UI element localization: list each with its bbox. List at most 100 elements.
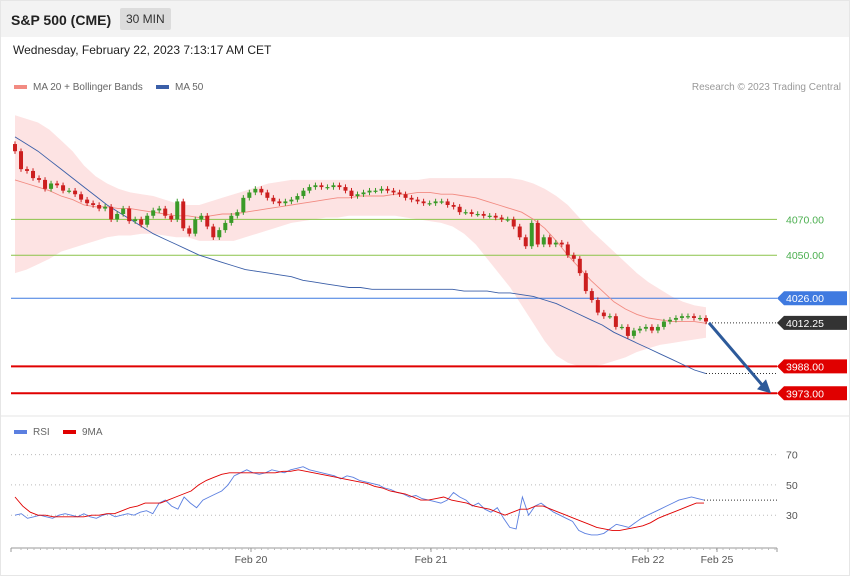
- candle: [217, 230, 222, 238]
- candle: [511, 219, 516, 227]
- candle: [157, 208, 162, 211]
- price-panel: 4070.00 4050.00 4026.00 4012.25 3988.00 3973.…: [11, 115, 847, 401]
- candle: [187, 228, 192, 234]
- x-tick-label-Feb-20: Feb 20: [235, 554, 268, 566]
- candle: [469, 212, 474, 214]
- candle: [31, 170, 36, 179]
- level-label-3988.00: 3988.00: [786, 361, 824, 373]
- candle: [427, 203, 432, 205]
- candle: [211, 226, 216, 238]
- candle: [235, 212, 240, 216]
- candle: [163, 208, 168, 216]
- candle: [619, 326, 624, 329]
- rsi-tick-70: 70: [786, 450, 798, 462]
- candle: [679, 316, 684, 318]
- candle: [43, 179, 48, 189]
- candle: [25, 169, 30, 171]
- candle: [73, 190, 78, 195]
- rsi-panel: 70 50 30 Feb 20 Feb 21 Feb 22 Feb 25: [10, 450, 798, 566]
- candle: [517, 226, 522, 238]
- candle: [385, 188, 390, 191]
- candle: [457, 206, 462, 213]
- candle: [583, 273, 588, 292]
- candle: [571, 255, 576, 259]
- candle: [199, 215, 204, 220]
- candle: [277, 201, 282, 204]
- candle: [697, 317, 702, 320]
- candle: [565, 244, 570, 256]
- level-label-3973.00: 3973.00: [786, 388, 824, 400]
- candle: [283, 201, 288, 204]
- candle: [403, 194, 408, 198]
- level-badge-3988.00: [777, 359, 847, 374]
- candle: [529, 222, 534, 247]
- level-label-4050.00: 4050.00: [786, 250, 824, 262]
- candle: [637, 328, 642, 331]
- ma50-legend-swatch: [156, 85, 169, 89]
- candle: [175, 201, 180, 220]
- projection-arrow-shaft: [707, 321, 767, 390]
- chart-datetime: Wednesday, February 22, 2023 7:13:17 AM …: [13, 43, 272, 57]
- candle: [115, 213, 120, 220]
- candle: [409, 197, 414, 200]
- bollinger-band: [15, 115, 706, 367]
- candle: [523, 237, 528, 247]
- candle: [169, 215, 174, 220]
- candle: [505, 219, 510, 221]
- level-label-4070.00: 4070.00: [786, 214, 824, 226]
- candle: [379, 188, 384, 191]
- candle: [475, 213, 480, 216]
- candle: [91, 203, 96, 205]
- candle: [643, 326, 648, 329]
- candle: [289, 199, 294, 202]
- candle: [649, 326, 654, 331]
- rsi-ma-legend-swatch: [63, 430, 76, 434]
- candle: [67, 190, 72, 192]
- candle: [445, 201, 450, 205]
- candle: [607, 316, 612, 318]
- ma20-legend-label: MA 20 + Bollinger Bands: [33, 82, 143, 93]
- candle: [343, 187, 348, 191]
- candle: [589, 291, 594, 301]
- candle: [307, 187, 312, 191]
- candle: [337, 185, 342, 188]
- candle: [295, 196, 300, 200]
- candle: [685, 316, 690, 318]
- level-label-4026.00: 4026.00: [786, 293, 824, 305]
- candle: [673, 317, 678, 320]
- candle: [349, 190, 354, 197]
- candle: [319, 185, 324, 188]
- candle: [487, 215, 492, 217]
- candle: [133, 219, 138, 222]
- candle: [415, 199, 420, 202]
- ma20-legend-swatch: [14, 85, 27, 89]
- candle: [205, 215, 210, 227]
- candle: [433, 201, 438, 204]
- x-tick-label-Feb-21: Feb 21: [415, 554, 448, 566]
- timeframe-badge[interactable]: 30 MIN: [120, 8, 171, 30]
- candle: [61, 185, 66, 191]
- candle: [361, 192, 366, 195]
- projection-arrow-head: [757, 379, 771, 394]
- candle: [301, 190, 306, 197]
- candle: [85, 199, 90, 204]
- rsi-ma-line: [14, 469, 704, 531]
- candle: [553, 242, 558, 245]
- candle: [397, 192, 402, 195]
- instrument-title: S&P 500 (CME): [11, 12, 112, 28]
- candle: [127, 208, 132, 222]
- candle: [655, 326, 660, 331]
- candle: [439, 201, 444, 203]
- candle: [367, 190, 372, 193]
- candle: [661, 321, 666, 327]
- candle: [373, 190, 378, 192]
- candle: [577, 258, 582, 274]
- level-label-4012.25: 4012.25: [786, 318, 824, 330]
- candle: [181, 201, 186, 229]
- ma50-legend-label: MA 50: [175, 82, 204, 93]
- candle: [331, 185, 336, 188]
- candle: [625, 326, 630, 336]
- candle: [535, 222, 540, 245]
- level-badge-4026.00: [777, 291, 847, 306]
